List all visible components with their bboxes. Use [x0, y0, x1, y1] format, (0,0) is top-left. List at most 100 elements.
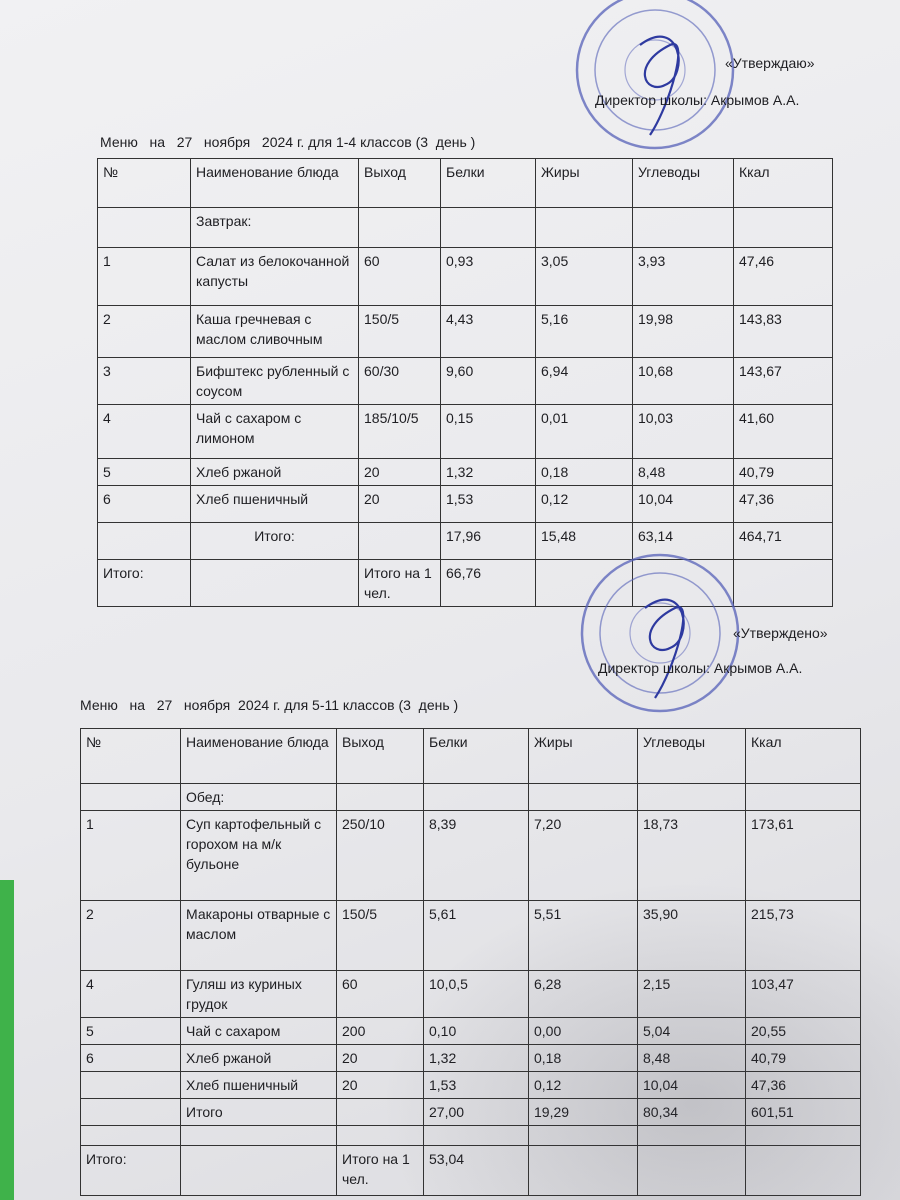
table-cell: 143,83 [733, 305, 833, 358]
table-cell [97, 522, 191, 560]
table-row: Хлеб пшеничный 20 1,53 0,12 10,04 47,36 [80, 1071, 861, 1099]
table-cell: 10,04 [637, 1071, 746, 1099]
column-header: Ккал [733, 158, 833, 208]
table-cell: 10,03 [632, 404, 734, 459]
table-row: 2 Каша гречневая с маслом сливочным 150/5 4… [97, 305, 833, 358]
column-header: Ккал [745, 728, 861, 784]
green-edge-strip [0, 880, 14, 1200]
table-cell: 5,61 [423, 900, 529, 971]
table-cell: 66,76 [440, 559, 536, 607]
table-cell: Итого: [80, 1145, 181, 1196]
table-header-row: № Наименование блюда Выход Белки Жиры Углевод… [97, 158, 833, 208]
menu-2-title: Меню на 27 ноября 2024 г. для 5-11 класс… [80, 697, 459, 713]
column-header: № [80, 728, 181, 784]
table-cell: 41,60 [733, 404, 833, 459]
table-cell: 0,18 [535, 458, 633, 486]
table-cell: 2,15 [637, 970, 746, 1018]
table-cell [745, 1125, 861, 1146]
table-row: 1 Суп картофельный с горохом на м/к бульо… [80, 810, 861, 901]
column-header: Жиры [535, 158, 633, 208]
table-row: Итого: 17,96 15,48 63,14 464,71 [97, 522, 833, 560]
table-cell: 3,05 [535, 247, 633, 306]
table-cell: 47,36 [745, 1071, 861, 1099]
table-cell: 4 [97, 404, 191, 459]
table-cell [80, 1071, 181, 1099]
table-row: Итого: Итого на 1 чел. 53,04 [80, 1145, 861, 1196]
table-cell: 215,73 [745, 900, 861, 971]
table-cell: 0,18 [528, 1044, 638, 1072]
table-cell: 0,12 [535, 485, 633, 523]
table-row: 5 Хлеб ржаной 20 1,32 0,18 8,48 40,79 [97, 458, 833, 486]
table-cell: 1,32 [440, 458, 536, 486]
table-cell [733, 559, 833, 607]
table-cell: 143,67 [733, 357, 833, 405]
table-row: 6 Хлеб ржаной 20 1,32 0,18 8,48 40,79 [80, 1044, 861, 1072]
table-cell: 20 [358, 485, 441, 523]
table-cell: Итого: [190, 522, 359, 560]
column-header: Белки [440, 158, 536, 208]
table-row: Обед: [80, 783, 861, 811]
table-cell: 0,10 [423, 1017, 529, 1045]
table-cell: 2 [80, 900, 181, 971]
table-cell [637, 783, 746, 811]
table-cell: 1,32 [423, 1044, 529, 1072]
column-header: Наименование блюда [180, 728, 337, 784]
column-header: Выход [358, 158, 441, 208]
table-cell [745, 783, 861, 811]
menu-2-table: № Наименование блюда Выход Белки Жиры Углевод… [80, 728, 861, 1196]
column-header: Жиры [528, 728, 638, 784]
table-cell: 40,79 [733, 458, 833, 486]
table-cell: 3,93 [632, 247, 734, 306]
table-cell: 5,51 [528, 900, 638, 971]
table-cell [180, 1145, 337, 1196]
table-cell: 15,48 [535, 522, 633, 560]
table-cell: 17,96 [440, 522, 536, 560]
table-row: 4 Чай с сахаром с лимоном 185/10/5 0,15 0,01… [97, 404, 833, 459]
approval-signer-2: Директор школы: Акрымов А.А. [598, 660, 803, 676]
table-cell [440, 207, 536, 248]
table-cell: Завтрак: [190, 207, 359, 248]
table-cell: 35,90 [637, 900, 746, 971]
column-header: Белки [423, 728, 529, 784]
table-cell: 6,94 [535, 357, 633, 405]
school-stamp-2 [580, 553, 740, 713]
table-row: 3 Бифштекс рубленный с соусом 60/30 9,60 6,9… [97, 357, 833, 405]
table-cell: 47,36 [733, 485, 833, 523]
table-cell [528, 1145, 638, 1196]
table-cell: 60 [358, 247, 441, 306]
table-cell: 20 [336, 1071, 424, 1099]
table-cell: 464,71 [733, 522, 833, 560]
table-cell: Хлеб ржаной [190, 458, 359, 486]
school-stamp-1 [575, 0, 735, 150]
table-cell: 601,51 [745, 1098, 861, 1126]
table-cell: Итого на 1 чел. [358, 559, 441, 607]
table-cell [80, 783, 181, 811]
table-cell: Чай с сахаром с лимоном [190, 404, 359, 459]
table-cell [336, 1098, 424, 1126]
table-cell: 60 [336, 970, 424, 1018]
table-cell: 27,00 [423, 1098, 529, 1126]
table-cell: 9,60 [440, 357, 536, 405]
table-cell [97, 207, 191, 248]
table-cell: Хлеб пшеничный [190, 485, 359, 523]
table-cell: 19,98 [632, 305, 734, 358]
table-cell: 53,04 [423, 1145, 529, 1196]
table-cell: Итого: [97, 559, 191, 607]
table-cell: 47,46 [733, 247, 833, 306]
table-row: 2 Макароны отварные с маслом 150/5 5,61 5,51… [80, 900, 861, 971]
table-row: 4 Гуляш из куриных грудок 60 10,0,5 6,28 2,15… [80, 970, 861, 1018]
table-cell [423, 1125, 529, 1146]
table-cell: 10,0,5 [423, 970, 529, 1018]
table-cell: 4 [80, 970, 181, 1018]
table-cell: 185/10/5 [358, 404, 441, 459]
approval-label-1: «Утверждаю» [725, 55, 815, 71]
table-cell [80, 1098, 181, 1126]
table-cell: 7,20 [528, 810, 638, 901]
table-cell [190, 559, 359, 607]
table-row: 6 Хлеб пшеничный 20 1,53 0,12 10,04 47,36 [97, 485, 833, 523]
table-cell [358, 522, 441, 560]
table-cell: Хлеб ржаной [180, 1044, 337, 1072]
table-cell: 18,73 [637, 810, 746, 901]
table-cell: 63,14 [632, 522, 734, 560]
table-row: 1 Салат из белокочанной капусты 60 0,93 3,05… [97, 247, 833, 306]
